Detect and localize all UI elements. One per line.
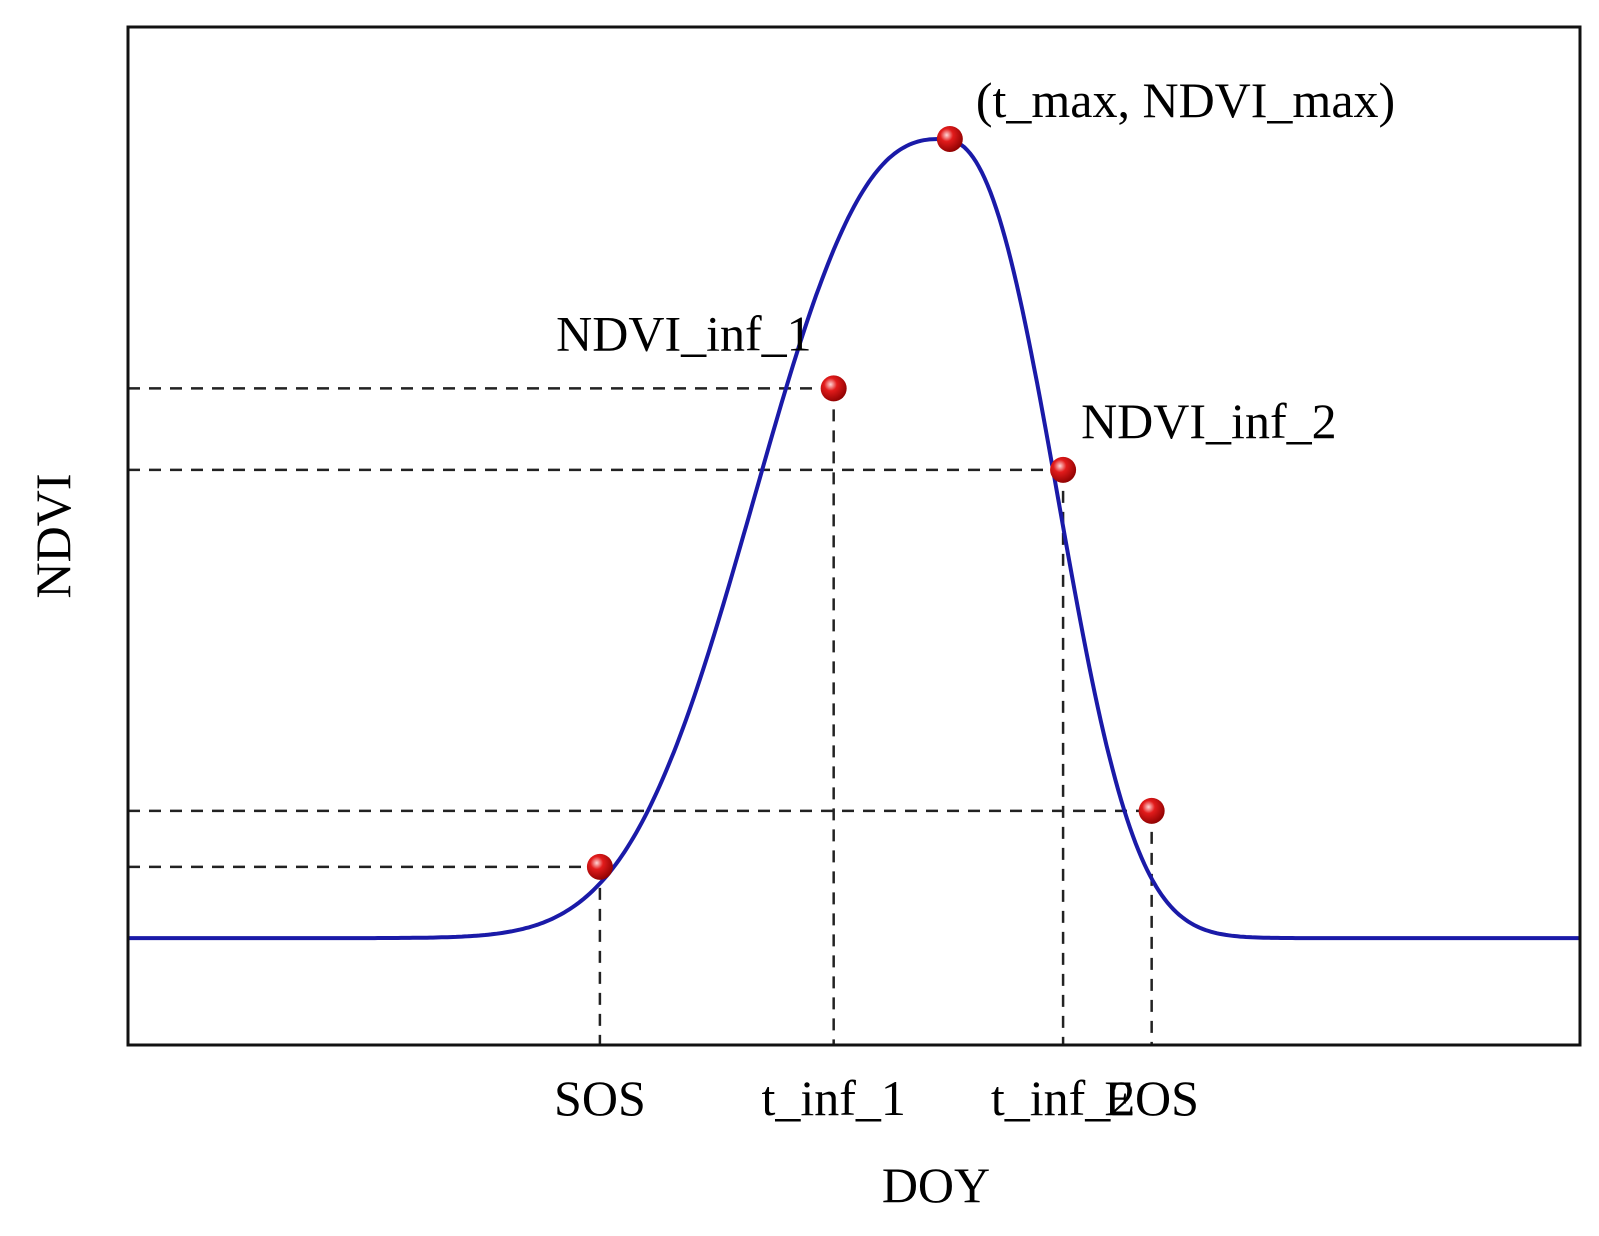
point-labels: NDVI_inf_1 (t_max, NDVI_max) NDVI_inf_2: [556, 72, 1395, 449]
point-sos: [586, 853, 613, 880]
y-axis-title: NDVI: [25, 474, 81, 599]
point-max: [936, 125, 963, 152]
point-label-max: (t_max, NDVI_max): [976, 72, 1395, 128]
tick-label-eos: EOS: [1104, 1070, 1198, 1126]
plot-frame: [126, 25, 1582, 1047]
point-label-inf2: NDVI_inf_2: [1081, 393, 1337, 449]
tick-label-sos: SOS: [554, 1070, 646, 1126]
ndvi-curve: [128, 137, 1580, 941]
point-markers: [586, 125, 1165, 880]
point-eos: [1138, 797, 1165, 824]
tick-label-inf2: t_inf_2: [991, 1070, 1135, 1126]
point-inf2: [1050, 456, 1077, 483]
x-axis-title: DOY: [882, 1157, 990, 1213]
tick-label-inf1: t_inf_1: [761, 1070, 905, 1126]
guide-lines: [128, 387, 1153, 1045]
point-inf1: [820, 375, 847, 402]
point-label-inf1: NDVI_inf_1: [556, 305, 812, 361]
